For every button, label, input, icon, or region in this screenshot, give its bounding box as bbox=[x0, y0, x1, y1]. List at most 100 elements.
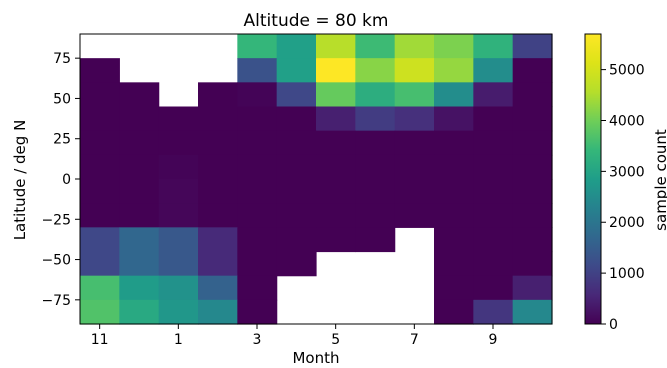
x-tick-label: 7 bbox=[410, 332, 419, 348]
heatmap-cell bbox=[394, 34, 435, 59]
colorbar-tick-label: 2000 bbox=[609, 215, 645, 231]
heatmap-cell bbox=[198, 179, 238, 204]
heatmap-cell bbox=[237, 251, 278, 277]
heatmap-cell bbox=[473, 227, 514, 253]
heatmap-cell bbox=[434, 251, 474, 277]
heatmap-cell bbox=[119, 82, 160, 108]
heatmap-cell bbox=[237, 203, 278, 228]
heatmap-cell bbox=[355, 154, 396, 180]
heatmap-cell bbox=[316, 58, 356, 83]
heatmap-cell bbox=[355, 179, 396, 204]
heatmap-cell bbox=[512, 299, 553, 325]
heatmap-cell bbox=[394, 82, 435, 108]
heatmap-cell bbox=[316, 106, 356, 132]
heatmap-cell bbox=[276, 179, 317, 204]
heatmap-cell bbox=[434, 82, 474, 108]
heatmap-cell bbox=[512, 34, 553, 59]
heatmap-cell bbox=[198, 154, 238, 180]
heatmap-cell bbox=[512, 227, 553, 253]
heatmap-cell bbox=[512, 154, 553, 180]
colorbar-tick-label: 0 bbox=[609, 317, 618, 333]
heatmap-cell bbox=[394, 58, 435, 83]
heatmap-cell bbox=[473, 251, 514, 277]
heatmap-cell bbox=[394, 179, 435, 204]
heatmap-cell bbox=[158, 130, 199, 156]
x-axis-label: Month bbox=[292, 349, 339, 367]
heatmap-cell bbox=[473, 106, 514, 132]
heatmap-cell bbox=[237, 154, 278, 180]
heatmap-cell bbox=[434, 106, 474, 132]
heatmap-cell bbox=[434, 299, 474, 325]
heatmap-cell bbox=[158, 299, 199, 325]
heatmap-cell bbox=[198, 203, 238, 228]
heatmap-cell bbox=[434, 275, 474, 301]
heatmap-cell bbox=[119, 130, 160, 156]
heatmap-cell bbox=[512, 106, 553, 132]
colorbar-tick-label: 1000 bbox=[609, 266, 645, 282]
heatmap-cell bbox=[198, 130, 238, 156]
heatmap-cell bbox=[473, 58, 514, 83]
heatmap-cell bbox=[80, 275, 120, 301]
heatmap-cell bbox=[119, 106, 160, 132]
heatmap-cell bbox=[198, 227, 238, 253]
heatmap-cell bbox=[198, 82, 238, 108]
heatmap-cell bbox=[473, 179, 514, 204]
heatmap-cell bbox=[355, 58, 396, 83]
heatmap-cell bbox=[394, 154, 435, 180]
heatmap-cell bbox=[80, 58, 120, 83]
heatmap-cell bbox=[276, 82, 317, 108]
colorbar-tick-label: 5000 bbox=[609, 63, 645, 79]
y-axis-label: Latitude / deg N bbox=[11, 120, 29, 241]
heatmap-cell bbox=[316, 154, 356, 180]
x-tick-label: 1 bbox=[174, 332, 183, 348]
heatmap-cell bbox=[198, 251, 238, 277]
heatmap-cell bbox=[355, 106, 396, 132]
heatmap-cell bbox=[119, 299, 160, 325]
heatmap-cell bbox=[119, 227, 160, 253]
y-axis: 75 50 25 0 −25 −50 −75 bbox=[41, 51, 80, 309]
y-tick-label: −25 bbox=[41, 212, 71, 228]
heatmap-cell bbox=[276, 34, 317, 59]
heatmap-cell bbox=[355, 227, 396, 253]
colorbar bbox=[584, 33, 602, 325]
heatmap-cell bbox=[394, 203, 435, 228]
heatmap-cell bbox=[119, 154, 160, 180]
heatmap-cell bbox=[237, 275, 278, 301]
heatmap-cell bbox=[158, 251, 199, 277]
heatmap-cell bbox=[237, 82, 278, 108]
heatmap-cell bbox=[237, 106, 278, 132]
heatmap-cells bbox=[80, 34, 553, 325]
heatmap-cell bbox=[434, 34, 474, 59]
heatmap-cell bbox=[158, 154, 199, 180]
heatmap-cell bbox=[80, 299, 120, 325]
heatmap-cell bbox=[158, 106, 199, 132]
heatmap-cell bbox=[119, 179, 160, 204]
x-tick-label: 9 bbox=[489, 332, 498, 348]
heatmap-cell bbox=[119, 203, 160, 228]
heatmap-cell bbox=[316, 203, 356, 228]
heatmap-cell bbox=[276, 154, 317, 180]
heatmap-cell bbox=[512, 203, 553, 228]
heatmap-cell bbox=[316, 179, 356, 204]
heatmap-cell bbox=[512, 58, 553, 83]
heatmap-cell bbox=[512, 251, 553, 277]
heatmap-cell bbox=[316, 34, 356, 59]
heatmap-cell bbox=[198, 299, 238, 325]
heatmap-cell bbox=[80, 179, 120, 204]
colorbar-ticks: 0 1000 2000 3000 4000 5000 bbox=[601, 63, 645, 333]
heatmap-cell bbox=[512, 179, 553, 204]
heatmap-cell bbox=[237, 34, 278, 59]
y-tick-label: 50 bbox=[53, 91, 71, 107]
heatmap-cell bbox=[119, 251, 160, 277]
heatmap-cell bbox=[80, 203, 120, 228]
heatmap-cell bbox=[237, 299, 278, 325]
heatmap-cell bbox=[473, 82, 514, 108]
x-axis: 11 1 3 5 7 9 bbox=[91, 324, 498, 348]
heatmap-cell bbox=[355, 203, 396, 228]
heatmap-cell bbox=[473, 203, 514, 228]
colorbar-tick-label: 4000 bbox=[609, 113, 645, 129]
heatmap-cell bbox=[434, 130, 474, 156]
x-tick-label: 11 bbox=[91, 332, 109, 348]
heatmap-cell bbox=[512, 130, 553, 156]
